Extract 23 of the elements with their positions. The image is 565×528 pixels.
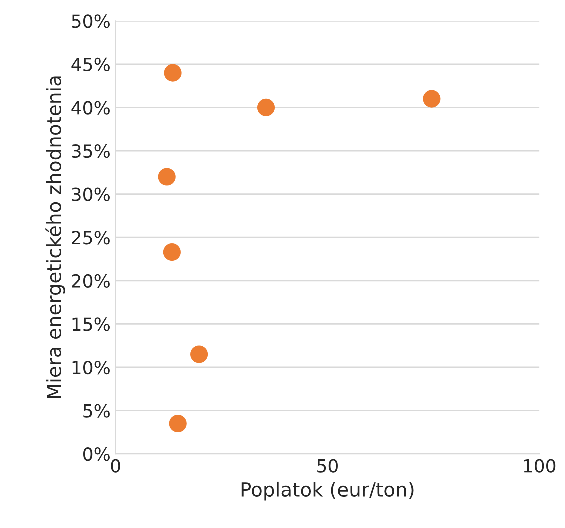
y-tick-label: 50% bbox=[72, 14, 110, 28]
x-tick-label: 0 bbox=[111, 459, 120, 473]
x-tick-label: 50 bbox=[318, 459, 338, 473]
y-axis-title: Miera energetického zhodnotenia bbox=[46, 76, 66, 398]
y-tick-label: 5% bbox=[84, 404, 110, 418]
y-tick-label: 30% bbox=[72, 188, 110, 202]
point bbox=[169, 414, 187, 433]
y-tick-label: 45% bbox=[72, 58, 110, 72]
point bbox=[257, 98, 276, 116]
point bbox=[163, 244, 181, 262]
y-tick-label: 25% bbox=[72, 231, 110, 245]
point bbox=[423, 90, 441, 108]
y-tick-label: 35% bbox=[72, 144, 110, 158]
x-tick-label: 100 bbox=[524, 459, 556, 473]
y-tick-label: 10% bbox=[72, 360, 110, 375]
point bbox=[158, 168, 176, 186]
y-tick-label: 40% bbox=[72, 101, 110, 115]
y-tick-label: 20% bbox=[72, 274, 110, 288]
y-tick-label: 15% bbox=[72, 318, 110, 332]
point bbox=[190, 346, 208, 364]
x-axis-title: Poplatok (eur/ton) bbox=[242, 482, 414, 501]
point bbox=[164, 64, 182, 82]
y-tick-label: 0% bbox=[84, 448, 110, 462]
